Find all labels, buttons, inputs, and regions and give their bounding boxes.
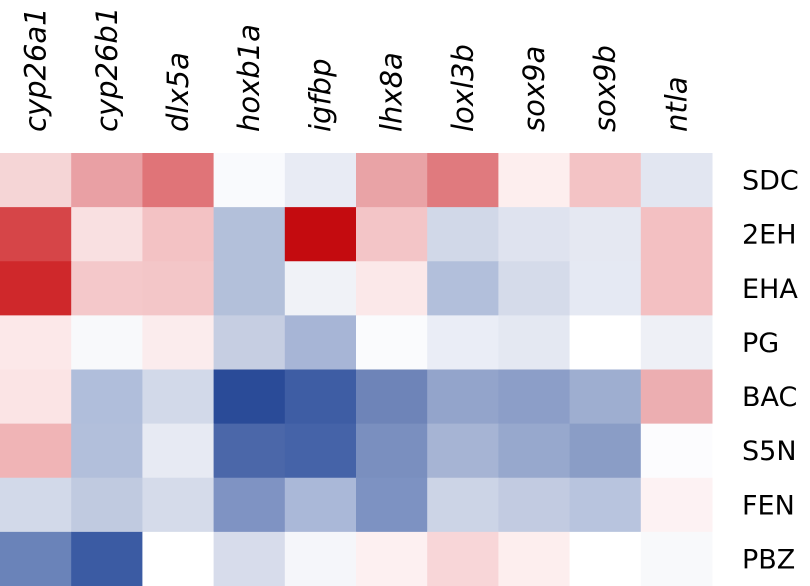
heatmap-cell (356, 261, 428, 316)
heatmap-cell (640, 369, 713, 425)
heatmap-cell (498, 315, 571, 370)
heatmap-cell (213, 153, 286, 208)
heatmap-cell (142, 531, 215, 586)
heatmap-cell (213, 315, 286, 370)
heatmap-cell (142, 207, 215, 262)
heatmap-cell (0, 315, 72, 370)
heatmap-cell (356, 423, 428, 479)
row-label: PBZ (742, 544, 795, 575)
heatmap-cell (427, 423, 499, 479)
column-label: lhx8a (375, 52, 409, 132)
heatmap-cell (640, 315, 713, 370)
heatmap-cell (71, 315, 143, 370)
row-label: PG (742, 328, 779, 359)
heatmap-cell (498, 153, 571, 208)
column-label: hoxb1a (232, 24, 266, 132)
heatmap-cell (0, 477, 72, 533)
row-label: S5N (742, 436, 797, 467)
column-label: cyp26b1 (90, 7, 124, 132)
heatmap-cell (498, 369, 571, 425)
heatmap-cell (498, 531, 571, 586)
heatmap-cell (71, 423, 143, 479)
heatmap-cell (356, 477, 428, 533)
heatmap-cell (71, 261, 143, 316)
column-label: dlx5a (161, 52, 195, 132)
heatmap-cell (569, 423, 642, 479)
heatmap-cell (213, 477, 286, 533)
heatmap-cell (142, 261, 215, 316)
heatmap-cell (498, 477, 571, 533)
column-label: ntla (659, 76, 693, 132)
column-label: cyp26a1 (19, 7, 53, 132)
heatmap-cell (427, 261, 499, 316)
row-label: SDC (742, 166, 799, 197)
heatmap-cell (427, 531, 499, 586)
row-label: EHA (742, 274, 798, 305)
heatmap-cell (356, 531, 428, 586)
heatmap-cell (213, 531, 286, 586)
heatmap-cell (71, 207, 143, 262)
heatmap-cell (284, 315, 357, 370)
heatmap-cell (0, 423, 72, 479)
heatmap-cell (142, 477, 215, 533)
heatmap-cell (0, 153, 72, 208)
heatmap-cell (640, 477, 713, 533)
heatmap-cell (0, 531, 72, 586)
heatmap-cell (142, 153, 215, 208)
heatmap-cell (569, 369, 642, 425)
heatmap-cell (284, 423, 357, 479)
heatmap-cell (427, 369, 499, 425)
heatmap-cell (569, 531, 642, 586)
heatmap-cell (142, 423, 215, 479)
heatmap-cell (640, 261, 713, 316)
column-label: loxl3b (446, 44, 480, 132)
heatmap-cell (427, 315, 499, 370)
heatmap-cell (284, 207, 357, 262)
heatmap-cell (569, 261, 642, 316)
heatmap-cell (356, 207, 428, 262)
heatmap-cell (498, 261, 571, 316)
heatmap-cell (356, 315, 428, 370)
heatmap-cell (71, 477, 143, 533)
heatmap-cell (640, 531, 713, 586)
heatmap-cell (569, 207, 642, 262)
heatmap-cell (640, 153, 713, 208)
heatmap-cell (640, 423, 713, 479)
heatmap-cell (71, 531, 143, 586)
heatmap-cell (284, 477, 357, 533)
row-label: BAC (742, 382, 797, 413)
heatmap-cell (142, 315, 215, 370)
heatmap-cell (213, 261, 286, 316)
heatmap-cell (213, 207, 286, 262)
heatmap-cell (356, 369, 428, 425)
heatmap-cell (640, 207, 713, 262)
heatmap-cell (427, 207, 499, 262)
heatmap-cell (284, 531, 357, 586)
column-label: sox9b (588, 45, 622, 132)
heatmap-cell (0, 207, 72, 262)
heatmap-cell (284, 153, 357, 208)
heatmap-cell (142, 369, 215, 425)
heatmap-cell (569, 153, 642, 208)
heatmap-cell (284, 261, 357, 316)
heatmap-cell (0, 261, 72, 316)
heatmap-cell (0, 369, 72, 425)
heatmap-cell (71, 153, 143, 208)
heatmap-cell (356, 153, 428, 208)
column-label: igfbp (303, 59, 337, 133)
heatmap-cell (569, 477, 642, 533)
heatmap-cell (498, 207, 571, 262)
heatmap-cell (569, 315, 642, 370)
heatmap-cell (427, 477, 499, 533)
heatmap-cell (71, 369, 143, 425)
heatmap-cell (213, 423, 286, 479)
row-label: FEN (742, 490, 795, 521)
heatmap-cell (427, 153, 499, 208)
heatmap-cell (498, 423, 571, 479)
heatmap-cell (213, 369, 286, 425)
row-label: 2EH (742, 220, 797, 251)
heatmap-cell (284, 369, 357, 425)
column-label: sox9a (517, 46, 551, 132)
